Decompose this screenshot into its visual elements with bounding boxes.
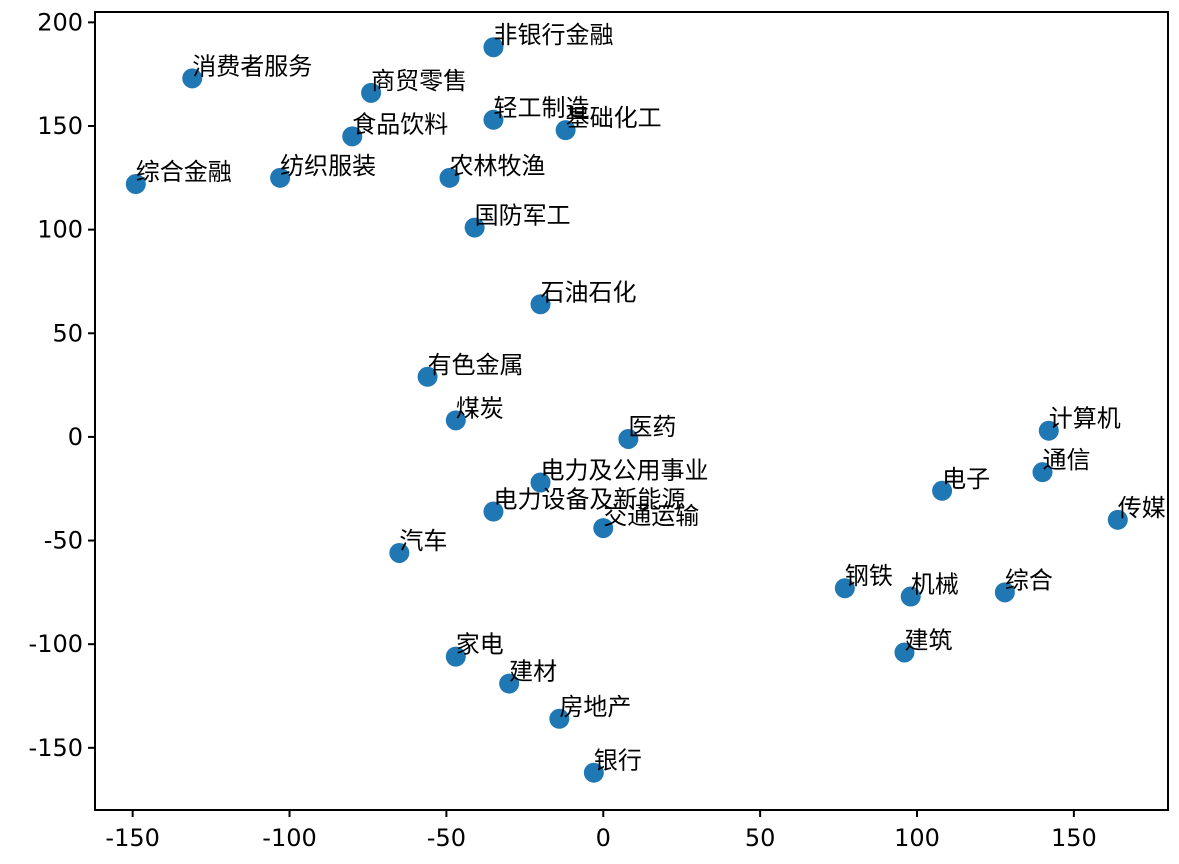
point-label: 煤炭 [456, 394, 504, 422]
point-label: 建筑 [904, 626, 952, 654]
point-label: 传媒 [1118, 494, 1166, 522]
point-label: 消费者服务 [192, 52, 312, 80]
point-label: 纺织服装 [280, 152, 376, 180]
data-point [342, 126, 363, 147]
point-label: 非银行金融 [493, 21, 613, 49]
y-tick-label: -50 [44, 527, 83, 555]
data-point [900, 586, 921, 607]
data-point [389, 542, 410, 563]
data-point [270, 167, 291, 188]
data-point [499, 673, 520, 694]
data-point [445, 646, 466, 667]
point-label: 有色金属 [428, 351, 524, 379]
data-point [439, 167, 460, 188]
x-tick-label: -100 [262, 824, 316, 852]
data-point [530, 472, 551, 493]
x-tick-label: 100 [894, 824, 940, 852]
y-tick-label: 200 [37, 8, 83, 36]
y-tick-label: 50 [52, 319, 83, 347]
data-point [464, 217, 485, 238]
point-label: 机械 [911, 571, 959, 599]
point-label: 电力及公用事业 [541, 457, 709, 485]
point-label: 食品饮料 [352, 110, 448, 138]
point-label: 钢铁 [845, 562, 893, 590]
data-point [361, 82, 382, 103]
point-label: 综合金融 [136, 158, 232, 186]
point-label: 通信 [1043, 446, 1091, 474]
x-tick-label: 0 [596, 824, 611, 852]
point-label: 农林牧渔 [450, 152, 546, 180]
point-label: 石油石化 [541, 278, 637, 306]
data-point [1038, 420, 1059, 441]
point-label: 交通运输 [603, 502, 699, 530]
x-tick-label: 50 [745, 824, 776, 852]
data-point [182, 68, 203, 89]
point-label: 医药 [628, 413, 676, 441]
data-point [555, 120, 576, 141]
point-label: 综合 [1005, 566, 1053, 594]
data-point [618, 428, 639, 449]
x-tick-label: -150 [105, 824, 159, 852]
point-label: 银行 [594, 747, 642, 775]
data-point [834, 578, 855, 599]
data-point [125, 174, 146, 195]
y-tick-label: -100 [29, 630, 83, 658]
data-point [530, 294, 551, 315]
point-label: 房地产 [559, 693, 631, 721]
point-label: 计算机 [1049, 405, 1121, 433]
data-point [593, 518, 614, 539]
data-point [549, 708, 570, 729]
points-layer [125, 37, 1128, 783]
point-label: 轻工制造 [493, 94, 589, 122]
plot-frame [94, 11, 1169, 811]
data-point [932, 480, 953, 501]
x-tick-label: 150 [1051, 824, 1097, 852]
y-tick-label: 0 [68, 423, 83, 451]
point-label: 建材 [509, 658, 557, 686]
point-label: 国防军工 [475, 202, 571, 230]
point-label: 电子 [942, 465, 990, 493]
point-label: 电力设备及新能源 [493, 486, 685, 514]
point-label: 商贸零售 [371, 67, 467, 95]
data-point [445, 410, 466, 431]
y-tick-label: 150 [37, 112, 83, 140]
data-point [483, 109, 504, 130]
x-tick-label: -50 [427, 824, 466, 852]
y-tick-label: -150 [29, 734, 83, 762]
data-point [483, 501, 504, 522]
point-label: 基础化工 [566, 104, 662, 132]
data-point [1107, 509, 1128, 530]
data-point [994, 582, 1015, 603]
point-label: 家电 [456, 631, 504, 659]
data-point [894, 642, 915, 663]
data-point [417, 366, 438, 387]
data-point [1032, 462, 1053, 483]
data-point [483, 37, 504, 58]
data-point [583, 762, 604, 783]
y-tick-label: 100 [37, 216, 83, 244]
point-label: 汽车 [399, 527, 447, 555]
axis-ticks: -150 -100 -50 0 50 100 150 -150 -100 -50 0 50 100 150… [29, 8, 1097, 852]
